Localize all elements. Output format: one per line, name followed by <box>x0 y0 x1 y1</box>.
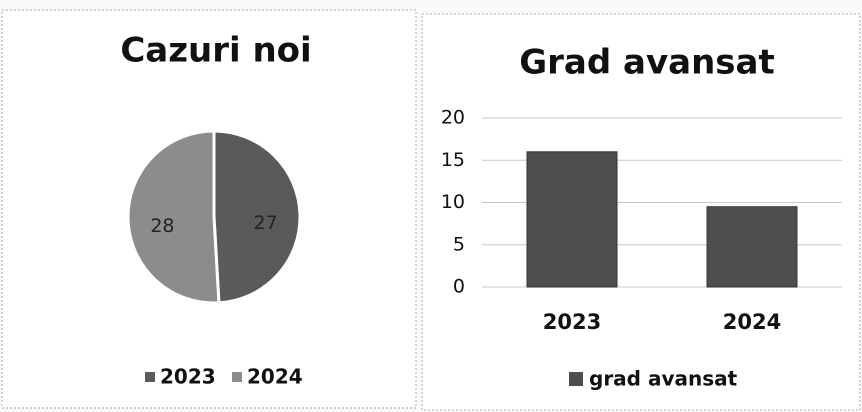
pie-slice <box>126 129 221 305</box>
legend-swatch <box>569 372 583 386</box>
y-tick-label: 10 <box>441 191 465 213</box>
bar <box>706 206 798 288</box>
bar-title: Grad avansat <box>519 43 774 83</box>
y-tick-label: 5 <box>453 233 465 255</box>
bar <box>526 151 618 288</box>
y-tick-label: 20 <box>441 107 465 129</box>
x-tick-label: 2023 <box>543 310 601 334</box>
y-tick-label: 0 <box>453 276 465 298</box>
legend-label: grad avansat <box>589 367 738 391</box>
y-tick-label: 15 <box>441 149 465 171</box>
data-label: 28 <box>150 215 174 237</box>
legend-swatch <box>145 372 155 382</box>
data-label: 27 <box>253 212 277 234</box>
x-tick-label: 2024 <box>723 310 781 334</box>
legend-label: 2024 <box>247 365 303 389</box>
legend-label: 2023 <box>160 365 216 389</box>
pie-slice <box>212 129 302 305</box>
pie-title: Cazuri noi <box>120 31 311 71</box>
legend-swatch <box>232 372 242 382</box>
